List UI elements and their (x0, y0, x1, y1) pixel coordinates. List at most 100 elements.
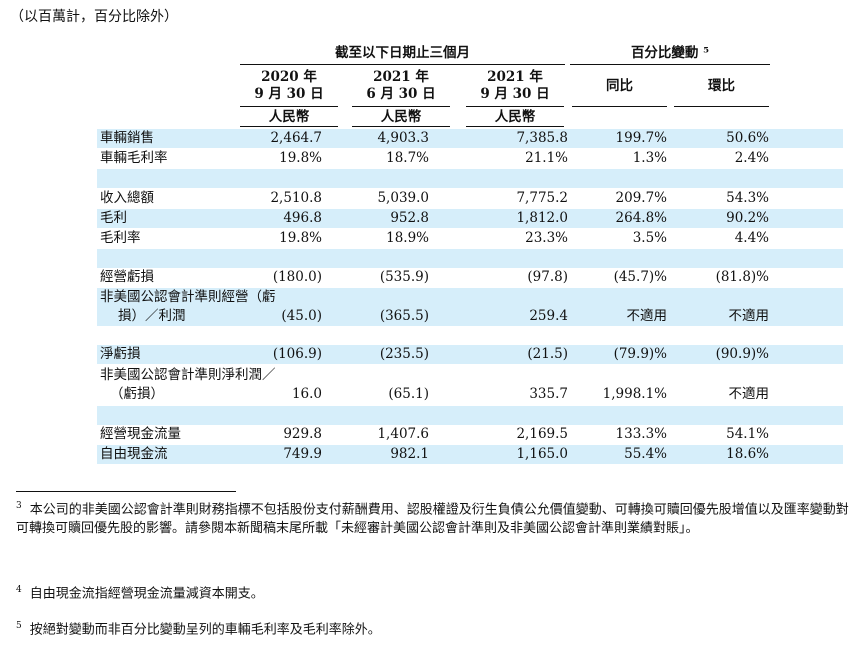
currency-label-2: 人民幣 (380, 109, 422, 125)
value-2021-jun: (235.5) (379, 346, 429, 362)
footnote-5-text: 按絕對變動而非百分比變動呈列的車輛毛利率及毛利率除外。 (29, 622, 381, 638)
currency-rule-2 (352, 126, 450, 127)
col-2021sep-year: 2021 年 (487, 69, 543, 85)
three-months-group-header: 截至以下日期止三個月 (335, 45, 470, 61)
footnote-rule (16, 491, 236, 492)
value-qoq: 2.4% (734, 150, 769, 166)
date-rule-2 (352, 106, 450, 107)
value-2021-jun: (535.9) (379, 269, 429, 285)
table-row: 車輛毛利率 19.8% 18.7% 21.1% 1.3% 2.4% (0, 149, 859, 168)
value-qoq: 90.2% (726, 210, 769, 226)
row-label: 收入總額 (100, 190, 154, 206)
value-yoy: 1,998.1% (602, 386, 667, 402)
table-row: 車輛銷售 2,464.7 4,903.3 7,385.8 199.7% 50.6… (0, 129, 859, 148)
unit-note: （以百萬計，百分比除外） (10, 9, 178, 25)
date-rule-3 (466, 106, 564, 107)
row-label: 非美國公認會計準則經營（虧 (100, 289, 276, 305)
row-label: 淨虧損 (100, 346, 141, 362)
value-2021-sep: 21.1% (525, 150, 568, 166)
footnote-3-mark: 3 (16, 501, 22, 511)
value-2021-jun: 952.8 (390, 210, 429, 226)
footnote-3: 3 本公司的非美國公認會計準則財務指標不包括股份支付薪酬費用、認股權證及衍生負債公… (16, 497, 851, 538)
yoy-rule (572, 106, 667, 107)
value-yoy: 55.4% (624, 446, 667, 462)
row-label: 自由現金流 (100, 446, 168, 462)
footnote-4: 4 自由現金流指經營現金流量減資本開支。 (16, 581, 851, 603)
value-2020-sep: (180.0) (272, 269, 322, 285)
value-qoq: (90.9)% (715, 346, 769, 362)
row-label: 非美國公認會計準則淨利潤／ (100, 367, 276, 383)
pct-change-group-header: 百分比變動 ⁵ (630, 45, 710, 61)
value-2021-sep: 7,385.8 (516, 130, 568, 146)
row-label: 毛利率 (100, 230, 141, 246)
value-qoq: 不適用 (728, 386, 770, 402)
value-2020-sep: 19.8% (279, 150, 322, 166)
value-2020-sep: (45.0) (281, 308, 322, 324)
spacer-row (0, 249, 859, 268)
col-2021sep-date: 9 月 30 日 (480, 86, 550, 102)
spacer-row (0, 326, 859, 345)
value-2021-sep: (21.5) (527, 346, 568, 362)
table-row: 非美國公認會計準則淨利潤／ （虧損） 16.0 (65.1) 335.7 1,9… (0, 366, 859, 404)
row-label: 經營虧損 (100, 269, 154, 285)
table-row: 毛利 496.8 952.8 1,812.0 264.8% 90.2% (0, 209, 859, 228)
value-qoq: 不適用 (728, 308, 770, 324)
col-2021jun-year: 2021 年 (373, 69, 429, 85)
value-2021-sep: 2,169.5 (516, 426, 568, 442)
table-row: 淨虧損 (106.9) (235.5) (21.5) (79.9)% (90.9… (0, 345, 859, 364)
value-qoq: 18.6% (726, 446, 769, 462)
value-2021-sep: 335.7 (529, 386, 568, 402)
value-2020-sep: 749.9 (283, 446, 322, 462)
spacer-row (0, 169, 859, 188)
value-yoy: 199.7% (615, 130, 667, 146)
value-qoq: 54.3% (726, 190, 769, 206)
value-2021-jun: 1,407.6 (377, 426, 429, 442)
value-2020-sep: 16.0 (291, 386, 322, 402)
footnote-3-text: 本公司的非美國公認會計準則財務指標不包括股份支付薪酬費用、認股權證及衍生負債公允… (16, 502, 849, 537)
value-yoy: (79.9)% (613, 346, 667, 362)
value-2021-sep: 23.3% (525, 230, 568, 246)
currency-label-1: 人民幣 (268, 109, 310, 125)
yoy-header: 同比 (606, 78, 633, 94)
currency-rule-3 (466, 126, 564, 127)
value-2021-sep: 259.4 (529, 308, 568, 324)
table-row: 經營現金流量 929.8 1,407.6 2,169.5 133.3% 54.1… (0, 425, 859, 444)
qoq-header: 環比 (708, 78, 735, 94)
value-2020-sep: 19.8% (279, 230, 322, 246)
table-row: 自由現金流 749.9 982.1 1,165.0 55.4% 18.6% (0, 445, 859, 464)
value-yoy: 209.7% (615, 190, 667, 206)
value-2021-jun: 5,039.0 (377, 190, 429, 206)
value-2021-jun: (365.5) (379, 308, 429, 324)
value-qoq: (81.8)% (715, 269, 769, 285)
footnote-5-mark: 5 (16, 621, 22, 631)
row-label: 車輛銷售 (100, 130, 154, 146)
row-label: 車輛毛利率 (100, 150, 168, 166)
row-label: 毛利 (100, 210, 127, 226)
value-2020-sep: 2,464.7 (270, 130, 322, 146)
value-yoy: 3.5% (632, 230, 667, 246)
footnote-5: 5 按絕對變動而非百分比變動呈列的車輛毛利率及毛利率除外。 (16, 617, 851, 639)
value-2021-jun: (65.1) (388, 386, 429, 402)
table-row: 經營虧損 (180.0) (535.9) (97.8) (45.7)% (81.… (0, 268, 859, 287)
value-yoy: 133.3% (615, 426, 667, 442)
value-2021-jun: 4,903.3 (377, 130, 429, 146)
table-row: 非美國公認會計準則經營（虧 損）／利潤 (45.0) (365.5) 259.4… (0, 288, 859, 326)
value-2021-jun: 982.1 (390, 446, 429, 462)
value-qoq: 54.1% (726, 426, 769, 442)
value-2021-sep: 7,775.2 (516, 190, 568, 206)
header-rule-right (570, 64, 770, 65)
table-row: 收入總額 2,510.8 5,039.0 7,775.2 209.7% 54.3… (0, 189, 859, 208)
footnote-4-mark: 4 (16, 585, 22, 595)
value-2020-sep: (106.9) (272, 346, 322, 362)
row-label: 經營現金流量 (100, 426, 181, 442)
value-yoy: 1.3% (632, 150, 667, 166)
value-qoq: 4.4% (734, 230, 769, 246)
col-2021jun-date: 6 月 30 日 (366, 86, 436, 102)
value-qoq: 50.6% (726, 130, 769, 146)
value-2020-sep: 496.8 (283, 210, 322, 226)
value-yoy: 不適用 (626, 308, 668, 324)
row-label-continued: 損）／利潤 (118, 308, 186, 324)
value-2021-sep: (97.8) (527, 269, 568, 285)
value-yoy: (45.7)% (613, 269, 667, 285)
value-yoy: 264.8% (615, 210, 667, 226)
